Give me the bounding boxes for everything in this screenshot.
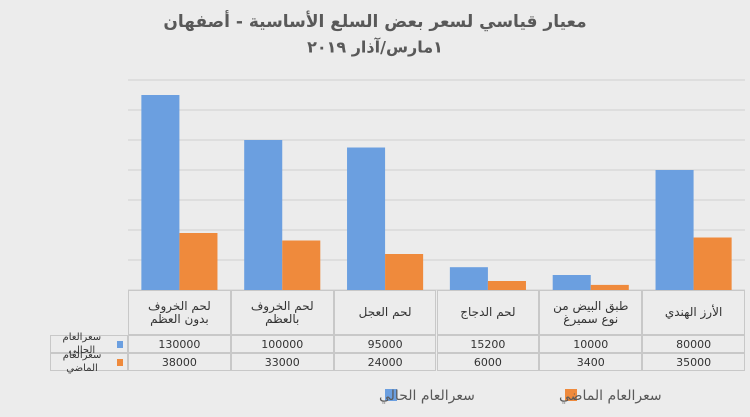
- table-value: 24000: [333, 353, 437, 371]
- table-value: 100000: [230, 335, 334, 353]
- legend-label: سعرالعام الحالي: [379, 388, 475, 404]
- bar: [655, 170, 694, 290]
- table-value: 38000: [128, 353, 231, 371]
- chart-subtitle: ١مارس/آذار ٢٠١٩: [307, 37, 443, 57]
- table-value: 15200: [436, 335, 540, 353]
- table-value: 80000: [642, 335, 745, 353]
- bar: [449, 267, 488, 290]
- bar: [693, 237, 732, 290]
- legend-swatch: [385, 389, 397, 401]
- table-value: 33000: [230, 353, 334, 371]
- legend-key: [117, 358, 123, 366]
- bar: [552, 275, 591, 290]
- chart-title: معيار قياسي لسعر بعض السلع الأساسية - أص…: [163, 10, 586, 32]
- table-series-name: سعرالعام الماضي: [50, 350, 128, 374]
- bar: [244, 140, 283, 290]
- legend-label: سعرالعام الماضي: [559, 388, 662, 404]
- bar: [487, 281, 526, 290]
- category-label: لحم الدجاج: [436, 290, 540, 335]
- table-series-name: سعرالعام الحالي: [50, 332, 128, 356]
- category-label: طبق البيض من نوع سميرغ: [539, 290, 643, 335]
- category-label: لحم الخروف بالعظم: [230, 290, 334, 335]
- bar: [282, 240, 321, 290]
- legend-swatch: [565, 389, 577, 401]
- table-value: 95000: [333, 335, 437, 353]
- table-value: 35000: [642, 353, 745, 371]
- table-value: 10000: [539, 335, 643, 353]
- table-value: 130000: [128, 335, 231, 353]
- table-value: 3400: [539, 353, 643, 371]
- category-label: لحم العجل: [333, 290, 437, 335]
- bar: [385, 254, 424, 290]
- series-label: سعرالعام الحالي: [62, 332, 102, 356]
- bar: [141, 95, 180, 290]
- series-label: سعرالعام الماضي: [62, 350, 102, 374]
- bar: [590, 284, 629, 290]
- bar: [347, 147, 386, 290]
- bar: [179, 233, 218, 290]
- category-label: لحم الخروف بدون العظم: [128, 290, 231, 335]
- category-label: الأرز الهندي: [642, 290, 745, 335]
- table-value: 6000: [436, 353, 540, 371]
- legend-key: [116, 340, 123, 348]
